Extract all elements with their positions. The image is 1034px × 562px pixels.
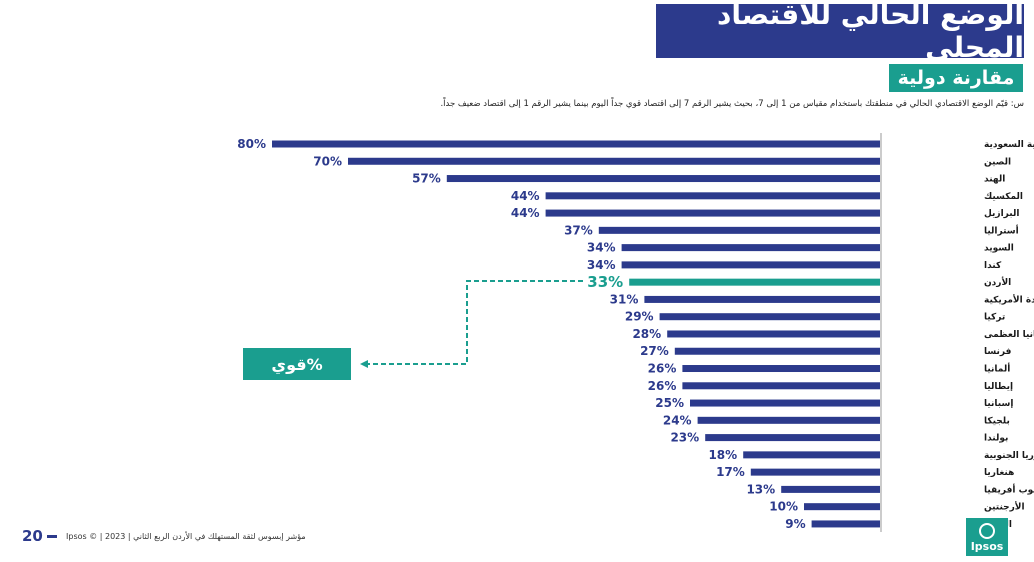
bar [446,175,880,183]
ipsos-logo: Ipsos [966,518,1008,556]
footer-text: مؤشر إبسوس لثقة المستهلك في الأردن الربع… [66,532,306,541]
value-label: 24% [663,413,692,427]
category-label: المملكة العربية السعودية [984,140,1034,150]
bar [743,451,880,459]
bar [659,313,880,321]
category-label: إيطاليا [984,382,1013,392]
bar [682,365,880,373]
value-label: 44% [511,189,540,203]
bar [705,434,880,442]
survey-question: س: قيّم الوضع الاقتصادي الحالي في منطقتك… [440,99,1024,109]
category-label: السويد [984,244,1014,254]
value-label: 33% [587,273,623,291]
highlight-connector [362,280,583,365]
category-label: الولايات المتحدة الأمريكية [984,293,1034,305]
value-label: 27% [640,344,669,358]
section-subtitle: مقارنة دولية [889,64,1023,92]
value-label: 9% [785,517,805,531]
bar [667,330,880,338]
value-label: 18% [708,448,737,462]
bar [644,295,880,303]
bar [272,140,880,148]
bar [621,244,880,252]
category-label: بريطانيا العظمى [984,330,1034,340]
bar [545,209,880,217]
value-label: 57% [412,172,441,186]
bar [804,503,880,511]
value-label: 25% [655,396,684,410]
value-label: 29% [625,310,654,324]
bar [781,485,880,493]
category-label: تركيا [984,313,1005,323]
bar [750,468,880,476]
strong-legend-label: %قوي [243,348,351,380]
category-label: الصين [984,157,1011,167]
page-number: 20 [22,527,57,545]
value-label: 26% [648,362,677,376]
category-label: المكسيك [984,192,1023,202]
value-label: 44% [511,206,540,220]
arrow-head-icon [360,360,368,368]
category-label: إسبانيا [984,399,1013,409]
category-label: الأردن [984,276,1011,288]
bar [545,192,880,200]
category-label: بولندا [984,434,1008,444]
value-label: 17% [716,465,745,479]
value-label: 37% [564,223,593,237]
category-label: كوريا الجنوبية [984,451,1034,461]
page-title: الوضع الحالي للاقتصاد المحلي [656,0,1024,64]
bar [811,520,880,528]
category-label: كندا [984,261,1002,271]
bar [348,157,880,165]
bar [697,416,880,424]
bar [621,261,880,269]
category-label: الأرجنتين [984,501,1025,513]
value-label: 10% [769,500,798,514]
value-label: 26% [648,379,677,393]
bars-group: 80% المملكة العربية السعودية 70% الصين 57% ال… [237,137,1034,531]
bar [598,226,880,234]
bar [674,347,880,355]
category-label: أستراليا [984,224,1019,236]
value-label: 34% [587,258,616,272]
category-label: الهند [984,175,1005,185]
value-label: 31% [610,292,639,306]
category-label: جنوب أفريقيا [984,483,1034,495]
category-label: فرنسا [984,347,1012,357]
category-label: ألمانيا [984,363,1010,375]
value-label: 70% [313,154,342,168]
category-label: بلجيكا [984,416,1010,426]
bar [690,399,880,407]
category-label: هنغاريا [984,468,1014,478]
value-label: 34% [587,241,616,255]
value-label: 28% [632,327,661,341]
bar [629,278,880,286]
value-label: 23% [670,431,699,445]
bar [682,382,880,390]
value-label: 80% [237,137,266,151]
category-label: البرازيل [984,209,1019,219]
value-label: 13% [746,482,775,496]
